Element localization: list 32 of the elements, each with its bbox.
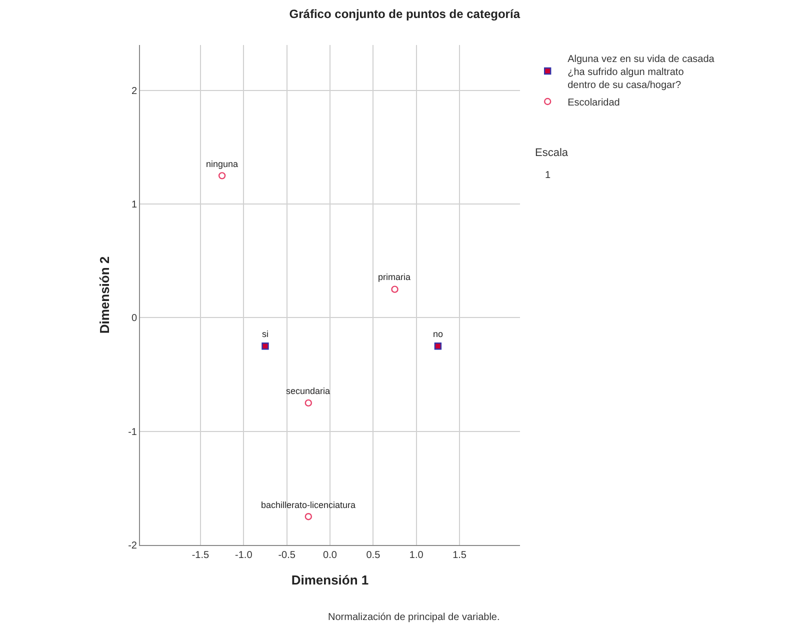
y-tick-label: -1	[128, 426, 138, 438]
annotation: bachillerato-licenciatura	[261, 500, 356, 510]
y-tick-label: 2	[131, 86, 138, 97]
point	[434, 342, 442, 350]
x-tick-label: -0.5	[278, 550, 296, 561]
x-tick-label: -1.0	[235, 550, 253, 561]
x-tick-label: 0.0	[323, 550, 338, 561]
point	[391, 286, 398, 293]
x-tick-label: 0.5	[366, 550, 381, 561]
point	[304, 399, 312, 407]
x-tick-label: 1.5	[452, 550, 467, 561]
text: Normalización de principal de variable.	[328, 612, 500, 623]
y-axis-title: Dimensión 2	[97, 256, 112, 334]
legend-label: Alguna vez en su vida de casada ¿ha sufrido algun maltrato dentro de su casa/hogar?	[568, 54, 715, 91]
annotation: ninguna	[206, 159, 238, 169]
annotation: primaria	[378, 272, 411, 282]
text: Escala	[535, 147, 569, 159]
y-tick-label: -2	[128, 540, 138, 552]
point	[262, 342, 269, 350]
annotation: secundaria	[286, 386, 330, 396]
chart-title: Gráfico conjunto de puntos de categoría	[289, 7, 520, 21]
point	[304, 512, 312, 520]
y-tick-label: 0	[131, 313, 138, 324]
x-tick-label: -1.5	[192, 550, 210, 561]
y-tick-label: 1	[131, 200, 138, 211]
text: 1	[545, 170, 551, 181]
annotation: no	[433, 329, 444, 339]
x-axis-title: Dimensión 1	[291, 572, 369, 588]
legend-label: Escolaridad	[568, 97, 620, 108]
annotation: si	[262, 329, 268, 339]
x-tick-label: 1.0	[409, 550, 424, 561]
point	[218, 172, 226, 180]
